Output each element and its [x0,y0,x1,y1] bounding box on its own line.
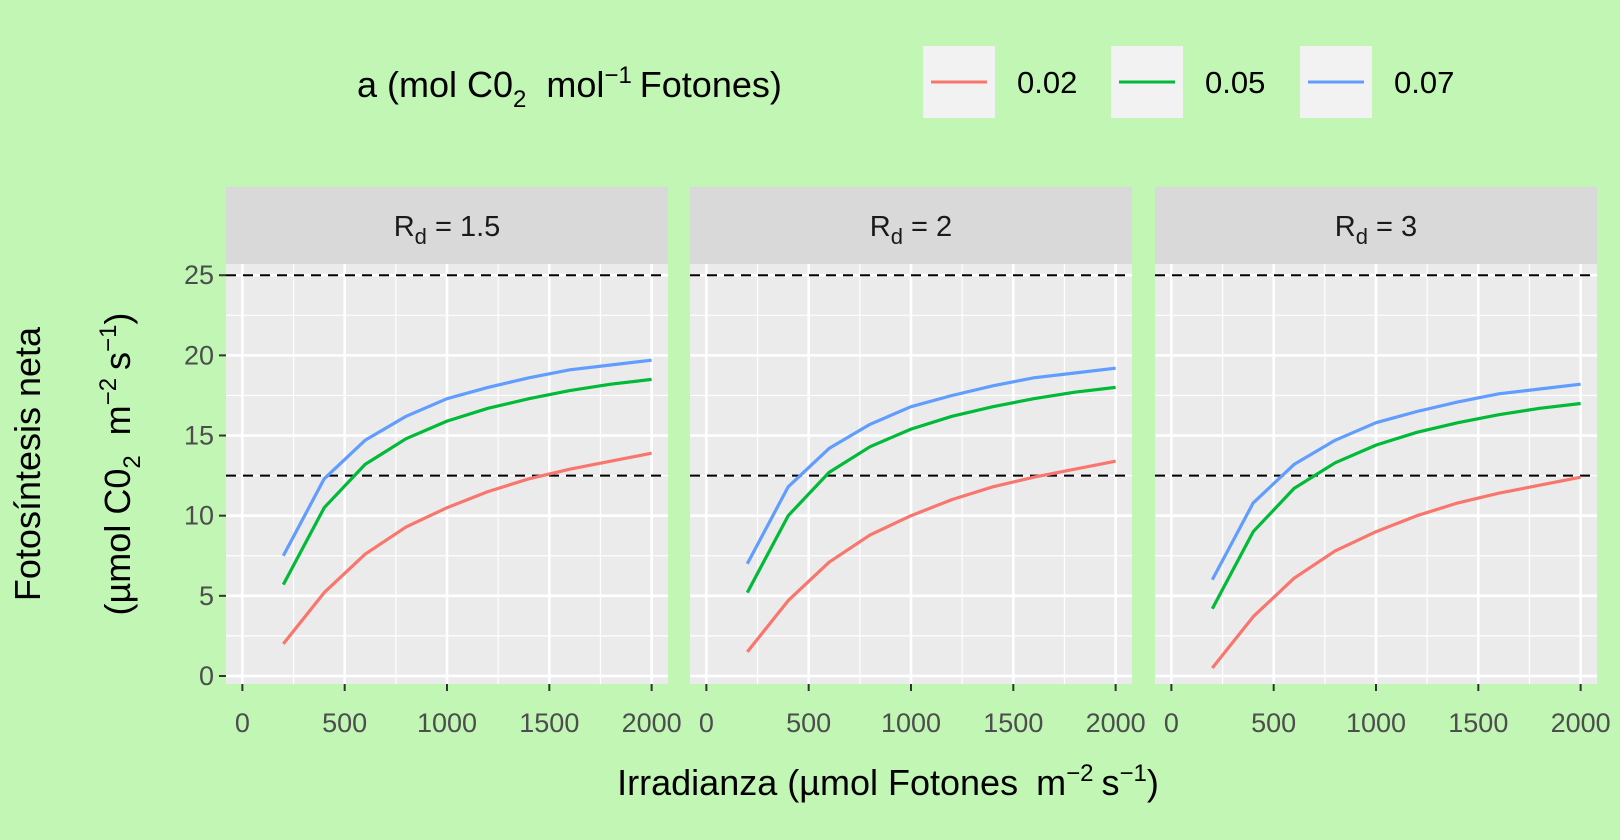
y-tick-label: 10 [184,501,214,531]
series-line-0.05 [281,377,652,586]
y-axis-title-line1: Fotosíntesis neta [7,326,48,601]
legend-label: 0.07 [1394,65,1454,100]
facet-label: Rd = 1.5 [394,211,501,249]
facet-strip [1155,187,1597,264]
facet-strip [690,187,1132,264]
facet-panel-2: Rd = 2 0 500 1000 1500 2000 [690,187,1146,738]
series-line-0.05 [1210,401,1581,610]
legend-title: a (mol C02 mol−1 Fotones) [357,62,782,113]
y-tick-label: 5 [199,581,214,611]
y-tick-label: 20 [184,340,214,370]
x-tick-label: 0 [235,708,250,738]
legend-entry-0.02: 0.02 [923,46,1077,118]
facet-label: Rd = 2 [870,211,952,249]
facet-panels: Rd = 1.5 0 500 1000 1500 2000 0 5 10 15 20 25 Rd = 2… [184,187,1611,738]
x-tick-label: 500 [786,708,831,738]
y-tick-label: 15 [184,421,214,451]
x-tick-label: 1500 [519,708,579,738]
facet-panel-3: Rd = 3 0 500 1000 1500 2000 [1155,187,1611,738]
series-line-0.02 [1211,475,1581,669]
facet-panel-1: Rd = 1.5 0 500 1000 1500 2000 0 5 10 15 20 25 [184,187,682,738]
y-axis-title-line2: (µmol C02m−2s−1) [95,313,146,616]
x-tick-label: 500 [322,708,367,738]
x-tick-label: 1000 [417,708,477,738]
legend-entry-0.07: 0.07 [1300,46,1454,118]
x-tick-label: 1000 [1346,708,1406,738]
series-line-0.07 [745,366,1116,565]
x-tick-label: 0 [699,708,714,738]
facet-label: Rd = 3 [1335,211,1417,249]
legend-entry-0.05: 0.05 [1111,46,1265,118]
legend-label: 0.02 [1017,65,1077,100]
x-axis-title: Irradianza (µmol Fotones m−2 s−1) [617,760,1159,803]
x-tick-label: 1500 [1448,708,1508,738]
legend-label: 0.05 [1205,65,1265,100]
y-tick-label: 0 [199,661,214,691]
x-tick-label: 2000 [1551,708,1611,738]
series-line-0.02 [282,451,652,645]
y-tick-label: 25 [184,260,214,290]
x-tick-label: 1000 [881,708,941,738]
series-line-0.07 [1210,382,1581,581]
x-tick-label: 0 [1164,708,1179,738]
x-tick-label: 500 [1251,708,1296,738]
legend: a (mol C02 mol−1 Fotones) 0.02 0.05 0.07 [357,46,1454,118]
y-axis-title: Fotosíntesis neta (µmol C02m−2s−1) [7,313,146,616]
facet-strip [226,187,668,264]
x-tick-label: 2000 [1086,708,1146,738]
series-line-0.07 [281,358,652,557]
series-line-0.05 [745,385,1116,594]
x-tick-label: 2000 [622,708,682,738]
x-tick-label: 1500 [983,708,1043,738]
series-line-0.02 [746,459,1116,653]
